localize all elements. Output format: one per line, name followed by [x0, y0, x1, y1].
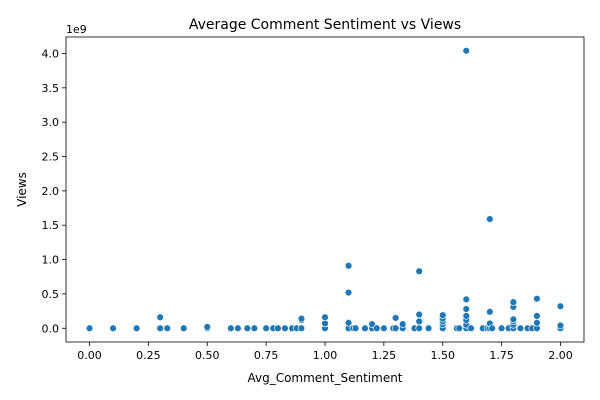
chart-title: Average Comment Sentiment vs Views: [189, 17, 461, 33]
y-axis-label: Views: [15, 172, 29, 207]
data-point: [250, 324, 259, 332]
data-points: [85, 47, 565, 332]
x-tick-label: 1.00: [313, 349, 338, 362]
data-point: [509, 315, 518, 324]
data-point: [399, 320, 407, 328]
data-point: [344, 319, 353, 327]
data-point: [415, 267, 423, 275]
x-axis-ticks: 0.00 0.25 0.50 0.75 1.00 1.25 1.50 1.75 2.00: [77, 342, 573, 362]
data-point: [391, 324, 400, 332]
data-point: [462, 312, 470, 320]
data-point: [533, 319, 541, 327]
y-axis-ticks: 0.0 0.5 1.0 1.5 2.0 2.5 3.0 3.5 4.0: [42, 47, 66, 335]
data-point: [344, 262, 353, 270]
data-point: [321, 319, 329, 328]
data-point: [516, 324, 525, 332]
data-point: [415, 324, 423, 332]
data-point: [462, 305, 470, 313]
data-point: [415, 317, 423, 326]
data-point: [361, 324, 369, 332]
data-point: [467, 324, 475, 332]
y-tick-label: 3.5: [42, 82, 60, 95]
data-point: [85, 324, 94, 332]
y-tick-label: 2.5: [42, 151, 60, 164]
data-point: [556, 321, 565, 330]
x-tick-label: 1.50: [430, 349, 455, 362]
data-point: [243, 324, 252, 332]
y-axis-offset-label: 1e9: [66, 23, 87, 36]
data-point: [462, 295, 470, 304]
data-point: [163, 324, 171, 332]
data-point: [297, 324, 306, 332]
data-point: [227, 324, 235, 332]
data-point: [462, 47, 470, 55]
data-point: [368, 320, 376, 328]
y-tick-label: 4.0: [42, 47, 60, 60]
axes-frame: [65, 36, 585, 343]
x-tick-label: 0.50: [195, 349, 220, 362]
data-point: [344, 288, 353, 297]
data-point: [373, 324, 381, 332]
data-point: [156, 313, 164, 321]
data-point: [533, 312, 541, 320]
y-tick-label: 0.5: [42, 288, 60, 301]
data-point: [132, 324, 141, 332]
data-point: [234, 324, 242, 332]
x-axis-label: Avg_Comment_Sentiment: [247, 371, 402, 385]
data-point: [274, 324, 282, 332]
data-point: [351, 324, 360, 332]
y-tick-label: 0.0: [42, 322, 60, 335]
x-tick-label: 1.25: [372, 349, 397, 362]
data-point: [380, 324, 388, 332]
data-point: [533, 295, 541, 303]
data-point: [281, 324, 289, 332]
y-tick-label: 2.0: [42, 185, 60, 198]
x-tick-label: 0.75: [254, 349, 279, 362]
data-point: [262, 324, 270, 332]
data-point: [486, 215, 494, 223]
x-tick-label: 0.25: [136, 349, 161, 362]
data-point: [109, 324, 117, 332]
data-point: [180, 324, 188, 332]
y-tick-label: 3.0: [42, 116, 60, 129]
data-point: [439, 311, 447, 319]
data-point: [455, 324, 463, 332]
data-point: [321, 313, 329, 321]
data-point: [556, 302, 565, 310]
y-tick-label: 1.0: [42, 254, 60, 267]
data-point: [297, 314, 306, 323]
data-point: [415, 310, 423, 319]
x-tick-label: 1.75: [489, 349, 514, 362]
data-point: [488, 324, 496, 332]
data-point: [424, 324, 433, 332]
data-point: [391, 314, 400, 322]
x-tick-label: 0.00: [77, 349, 102, 362]
data-point: [486, 308, 494, 316]
data-point: [203, 323, 211, 331]
y-tick-label: 1.5: [42, 219, 60, 232]
data-point: [509, 298, 518, 306]
x-tick-label: 2.00: [548, 349, 573, 362]
data-point: [497, 324, 506, 332]
data-point: [156, 324, 164, 332]
